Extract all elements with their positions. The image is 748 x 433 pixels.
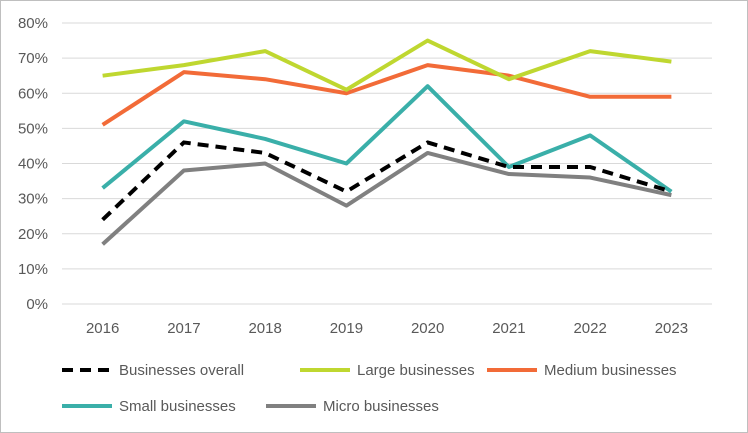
x-tick-label: 2021 — [492, 320, 525, 337]
x-tick-label: 2019 — [330, 320, 363, 337]
series-lines — [101, 38, 673, 246]
legend-label: Micro businesses — [323, 398, 439, 415]
x-tick-label: 2016 — [86, 320, 119, 337]
legend-label: Medium businesses — [544, 362, 677, 379]
series-line-businesses-overall — [101, 140, 672, 222]
x-tick-label: 2018 — [248, 320, 281, 337]
series-line-micro-businesses — [101, 150, 672, 246]
y-tick-label: 30% — [18, 191, 48, 208]
y-axis-tick-labels: 0% 10% 20% 30% 40% 50% 60% 70% 80% — [18, 15, 48, 313]
y-tick-label: 80% — [18, 15, 48, 32]
y-tick-label: 50% — [18, 120, 48, 137]
gridlines — [62, 22, 712, 305]
legend-label: Large businesses — [357, 362, 475, 379]
legend-item: Micro businesses — [266, 398, 439, 415]
legend-item: Small businesses — [62, 398, 236, 415]
x-tick-label: 2017 — [167, 320, 200, 337]
series-line-large-businesses — [102, 38, 672, 92]
y-tick-label: 10% — [18, 261, 48, 278]
series-line-small-businesses — [101, 84, 673, 194]
y-tick-label: 20% — [18, 226, 48, 243]
y-tick-label: 0% — [26, 296, 48, 313]
legend-item: Large businesses — [300, 362, 475, 379]
y-tick-label: 60% — [18, 85, 48, 102]
y-tick-label: 70% — [18, 50, 48, 67]
x-tick-label: 2022 — [573, 320, 606, 337]
series-line-medium-businesses — [101, 63, 672, 127]
x-tick-label: 2020 — [411, 320, 444, 337]
y-tick-label: 40% — [18, 156, 48, 173]
x-axis-tick-labels: 2016 2017 2018 2019 2020 2021 2022 2023 — [86, 320, 688, 337]
x-tick-label: 2023 — [655, 320, 688, 337]
legend-item: Medium businesses — [487, 362, 677, 379]
legend-label: Businesses overall — [119, 362, 244, 379]
legend-item: Businesses overall — [62, 362, 244, 379]
legend-label: Small businesses — [119, 398, 236, 415]
legend: Businesses overall Large businesses Medium… — [62, 362, 677, 415]
